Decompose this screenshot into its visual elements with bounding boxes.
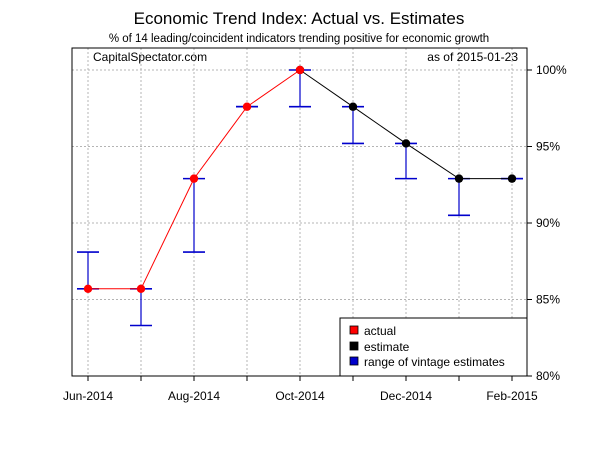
x-tick-label-1: Aug-2014 — [168, 389, 220, 403]
legend-swatch-estimate — [349, 341, 359, 351]
source-label: CapitalSpectator.com — [93, 50, 207, 64]
point-actual-2 — [189, 174, 199, 183]
point-estimate-4 — [507, 174, 517, 183]
legend: actual estimate range of vintage estimat… — [339, 317, 528, 377]
axes: Jun-2014 Aug-2014 Oct-2014 Dec-2014 Feb-2015… — [63, 63, 567, 403]
chart-title: Economic Trend Index: Actual vs. Estimat… — [134, 9, 465, 28]
point-actual-0 — [83, 284, 93, 293]
x-tick-label-0: Jun-2014 — [63, 389, 113, 403]
legend-label-range: range of vintage estimates — [364, 355, 505, 369]
y-tick-label-4: 100% — [536, 63, 567, 77]
point-estimate-1 — [348, 102, 358, 111]
legend-box — [339, 317, 528, 377]
point-estimate-3 — [454, 174, 464, 183]
chart-subtitle: % of 14 leading/coincident indicators tr… — [109, 33, 489, 45]
y-tick-label-1: 85% — [536, 293, 560, 307]
y-tick-label-0: 80% — [536, 369, 560, 383]
legend-swatch-actual — [349, 325, 359, 335]
legend-label-estimate: estimate — [364, 340, 410, 354]
legend-swatch-range — [349, 356, 359, 366]
point-actual-1 — [136, 284, 146, 293]
x-tick-label-3: Dec-2014 — [380, 389, 432, 403]
point-actual-3 — [242, 102, 252, 111]
x-tick-label-2: Oct-2014 — [275, 389, 325, 403]
x-tick-label-4: Feb-2015 — [486, 389, 538, 403]
point-estimate-2 — [401, 139, 411, 148]
legend-label-actual: actual — [364, 324, 396, 338]
y-tick-label-3: 95% — [536, 140, 560, 154]
point-actual-4 — [295, 65, 305, 75]
point-series — [83, 65, 517, 293]
as-of-date: as of 2015-01-23 — [427, 50, 518, 64]
y-tick-label-2: 90% — [536, 216, 560, 230]
